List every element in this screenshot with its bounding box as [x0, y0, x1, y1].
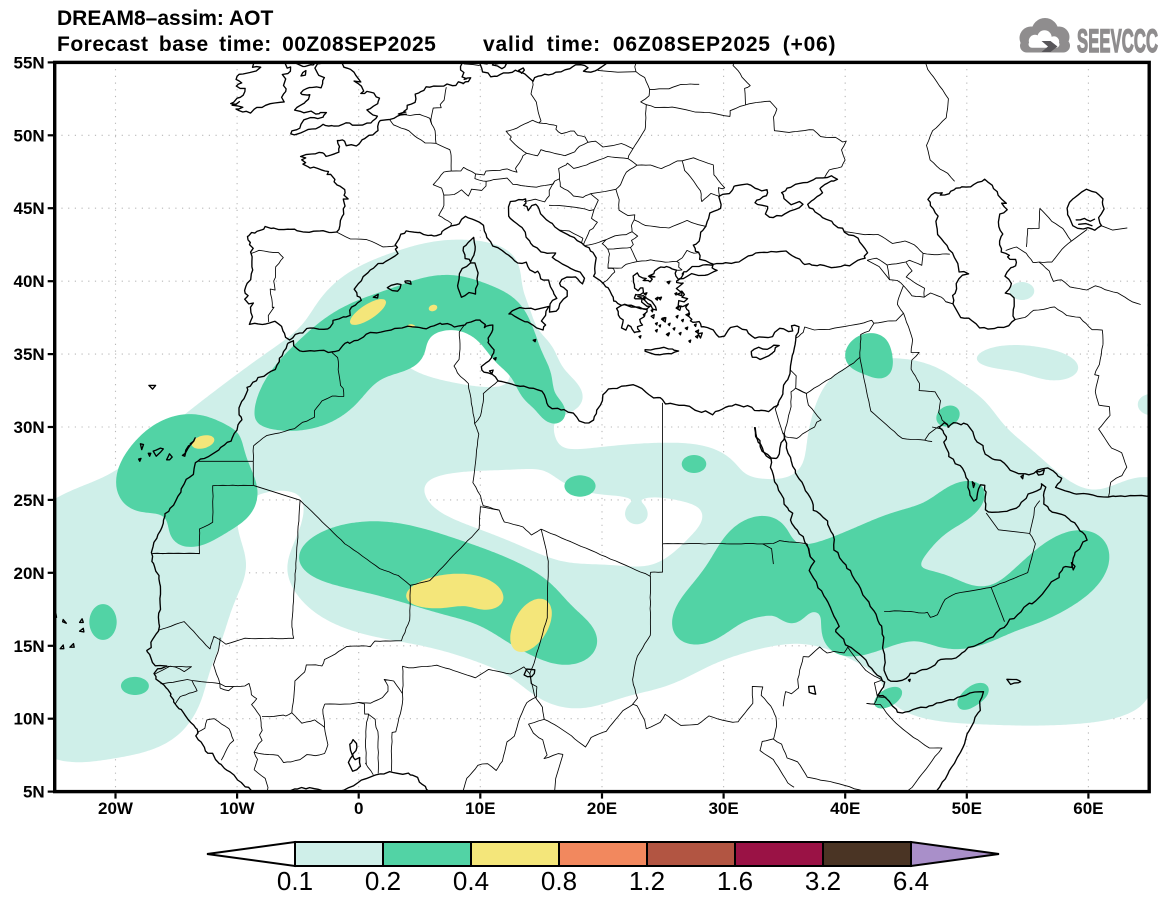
svg-text:0.2: 0.2 [365, 866, 401, 896]
svg-text:40N: 40N [14, 272, 45, 291]
svg-text:30N: 30N [14, 418, 45, 437]
svg-text:50N: 50N [14, 126, 45, 145]
svg-text:20E: 20E [587, 799, 617, 818]
svg-text:Forecast base time: 00Z08SEP20: Forecast base time: 00Z08SEP2025 [57, 33, 436, 56]
svg-text:45N: 45N [14, 199, 45, 218]
svg-text:0.4: 0.4 [453, 866, 489, 896]
svg-text:20W: 20W [98, 799, 134, 818]
svg-text:10N: 10N [14, 710, 45, 729]
svg-text:15N: 15N [14, 637, 45, 656]
svg-text:1.2: 1.2 [629, 866, 665, 896]
svg-text:3.2: 3.2 [805, 866, 841, 896]
svg-text:55N: 55N [14, 53, 45, 72]
svg-text:0.1: 0.1 [277, 866, 313, 896]
svg-text:DREAM8–assim: AOT: DREAM8–assim: AOT [57, 7, 273, 30]
svg-text:1.6: 1.6 [717, 866, 753, 896]
svg-text:40E: 40E [830, 799, 860, 818]
svg-text:6.4: 6.4 [893, 866, 929, 896]
svg-text:60E: 60E [1073, 799, 1103, 818]
svg-text:50E: 50E [952, 799, 982, 818]
svg-text:5N: 5N [23, 783, 45, 802]
svg-text:35N: 35N [14, 345, 45, 364]
svg-text:20N: 20N [14, 564, 45, 583]
svg-text:valid time: 06Z08SEP2025 (+06): valid time: 06Z08SEP2025 (+06) [483, 33, 836, 56]
svg-text:0.8: 0.8 [541, 866, 577, 896]
svg-text:10W: 10W [220, 799, 256, 818]
svg-text:SEEVCCC: SEEVCCC [1077, 24, 1158, 59]
svg-text:25N: 25N [14, 491, 45, 510]
svg-text:30E: 30E [708, 799, 738, 818]
svg-text:10E: 10E [465, 799, 495, 818]
svg-text:0: 0 [354, 799, 363, 818]
